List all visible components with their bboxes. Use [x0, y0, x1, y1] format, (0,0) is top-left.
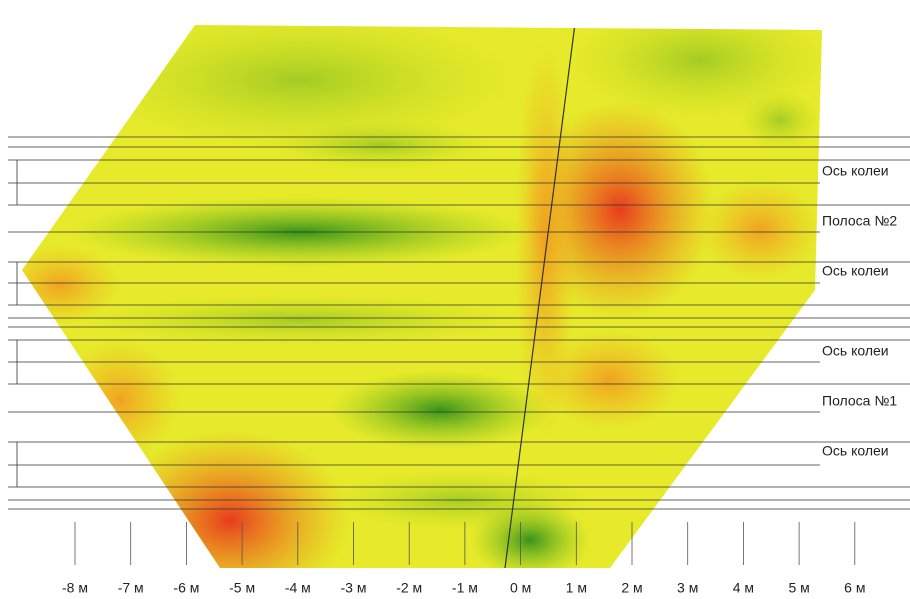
- road-heatmap: Ось колеи Полоса №2 Ось колеи Ось колеи Поло…: [0, 0, 910, 599]
- x-axis-label: -5 м: [229, 580, 255, 596]
- lane-label: Ось колеи: [822, 163, 889, 179]
- lane-label: Полоса №1: [822, 393, 897, 409]
- x-axis-label: 4 м: [733, 580, 754, 596]
- x-axis-label: -7 м: [118, 580, 144, 596]
- x-axis-label: 5 м: [788, 580, 809, 596]
- x-axis-label: -1 м: [452, 580, 478, 596]
- x-axis-label: -4 м: [285, 580, 311, 596]
- x-axis-label: 3 м: [677, 580, 698, 596]
- x-axis-label: -2 м: [396, 580, 422, 596]
- x-axis-label: -8 м: [62, 580, 88, 596]
- x-axis-label: 6 м: [844, 580, 865, 596]
- lane-label: Ось колеи: [822, 443, 889, 459]
- x-axis-label: -6 м: [173, 580, 199, 596]
- lane-label: Ось колеи: [822, 343, 889, 359]
- x-axis-label: 0 м: [510, 580, 531, 596]
- x-axis-label: 1 м: [566, 580, 587, 596]
- lane-label: Ось колеи: [822, 263, 889, 279]
- x-axis-label: 2 м: [621, 580, 642, 596]
- lane-label: Полоса №2: [822, 213, 897, 229]
- x-axis-label: -3 м: [341, 580, 367, 596]
